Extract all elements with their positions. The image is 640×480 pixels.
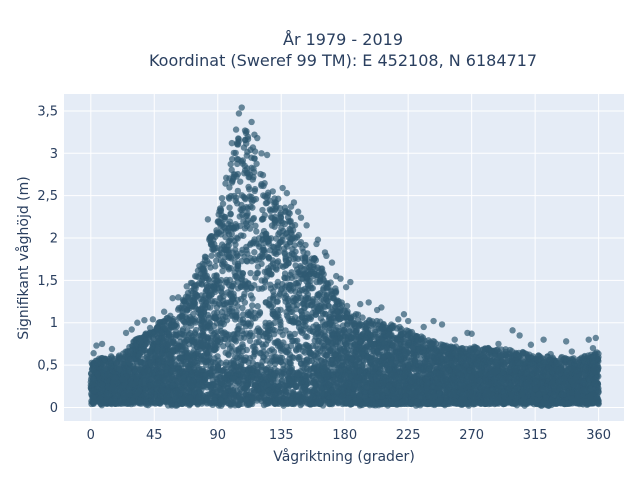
data-point [240, 293, 247, 301]
data-point [252, 195, 260, 203]
chart-title-line-2: Koordinat (Sweref 99 TM): E 452108, N 61… [149, 51, 537, 70]
data-point [231, 237, 238, 245]
data-point [253, 160, 260, 167]
data-point [146, 324, 154, 332]
data-point [264, 253, 272, 261]
data-point [251, 249, 258, 256]
data-point [183, 307, 191, 314]
data-point [292, 338, 299, 345]
data-point [226, 184, 233, 191]
data-point [276, 328, 284, 335]
data-point [237, 283, 245, 290]
data-point [281, 250, 288, 258]
data-point [344, 320, 351, 328]
data-point [251, 185, 259, 193]
data-point [354, 317, 362, 324]
data-point [249, 302, 256, 309]
data-point [222, 313, 229, 321]
data-point [247, 269, 254, 277]
data-point [244, 205, 251, 212]
data-point [294, 282, 302, 289]
data-point [233, 253, 240, 260]
data-point [237, 232, 245, 239]
data-point [227, 160, 234, 168]
data-point [281, 270, 289, 277]
data-point [233, 200, 241, 207]
data-point [228, 230, 235, 237]
data-point [230, 149, 238, 157]
data-point [259, 206, 266, 214]
data-point [244, 148, 251, 156]
data-point [217, 231, 225, 238]
data-point [219, 200, 227, 207]
data-point [207, 264, 214, 271]
data-point [273, 266, 280, 273]
data-point [234, 187, 242, 195]
data-point [229, 155, 236, 163]
data-point [259, 215, 266, 223]
data-point [296, 241, 303, 248]
data-point [277, 318, 284, 326]
data-point [297, 264, 305, 271]
data-point [300, 248, 307, 256]
data-point [260, 227, 268, 235]
data-point [256, 310, 264, 317]
data-point [287, 342, 295, 350]
data-point [211, 300, 218, 307]
data-point [227, 211, 234, 218]
data-point [212, 263, 219, 270]
chart-title-line-1: År 1979 - 2019 [283, 30, 403, 49]
data-point [287, 229, 295, 236]
data-points [87, 104, 602, 409]
data-point [260, 348, 267, 355]
data-point [288, 269, 295, 276]
data-point [239, 304, 246, 312]
data-point [222, 180, 229, 187]
data-point [291, 221, 299, 229]
data-point [253, 228, 260, 235]
data-point [243, 258, 251, 265]
data-point [226, 204, 233, 211]
data-point [232, 338, 240, 345]
data-point [294, 354, 302, 361]
data-point [203, 358, 210, 366]
data-point [236, 178, 244, 185]
data-point [285, 303, 292, 310]
data-point [247, 292, 255, 299]
data-point [225, 238, 232, 245]
data-point [269, 260, 277, 267]
data-point [264, 192, 272, 199]
